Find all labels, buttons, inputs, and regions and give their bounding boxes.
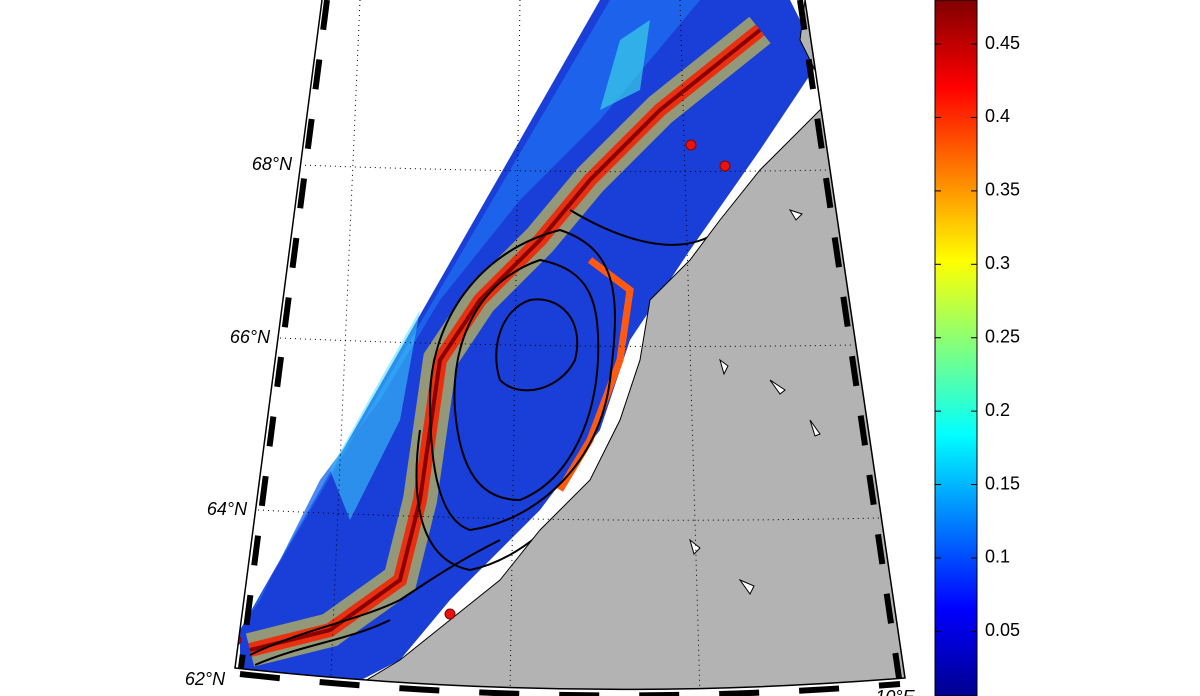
map-frame xyxy=(234,0,906,691)
lon-label: 10°E xyxy=(875,687,915,696)
coastal-current xyxy=(556,257,634,492)
slope-current-core xyxy=(249,28,762,652)
lat-label: 66°N xyxy=(230,327,271,347)
land xyxy=(338,0,905,690)
colorbar-tick-label: 0.3 xyxy=(985,253,1010,273)
colorbar xyxy=(934,0,978,696)
eddy xyxy=(600,20,650,110)
frame-ticks xyxy=(238,0,330,669)
colorbar-tick-label: 0.25 xyxy=(985,326,1020,346)
colorbar-tick-label: 0.2 xyxy=(985,400,1010,420)
graticule xyxy=(257,0,881,690)
lat-label: 68°N xyxy=(252,154,293,174)
colorbar-tick-label: 0.4 xyxy=(985,106,1010,126)
colorbar-tick-label: 0.1 xyxy=(985,547,1010,567)
frame-ticks xyxy=(239,671,901,696)
depth-contours xyxy=(249,209,721,666)
colorbar-tick-label: 0.15 xyxy=(985,473,1020,493)
lat-label: 64°N xyxy=(207,499,248,519)
lat-label: 62°N xyxy=(185,669,226,689)
lakes xyxy=(689,209,821,595)
colorbar-tick-label: 0.05 xyxy=(985,620,1020,640)
sea-field xyxy=(240,0,820,690)
colorbar-tick-label: 0.35 xyxy=(985,180,1020,200)
eddy xyxy=(330,310,420,520)
colorbar-tick-label: 0.45 xyxy=(985,33,1020,53)
